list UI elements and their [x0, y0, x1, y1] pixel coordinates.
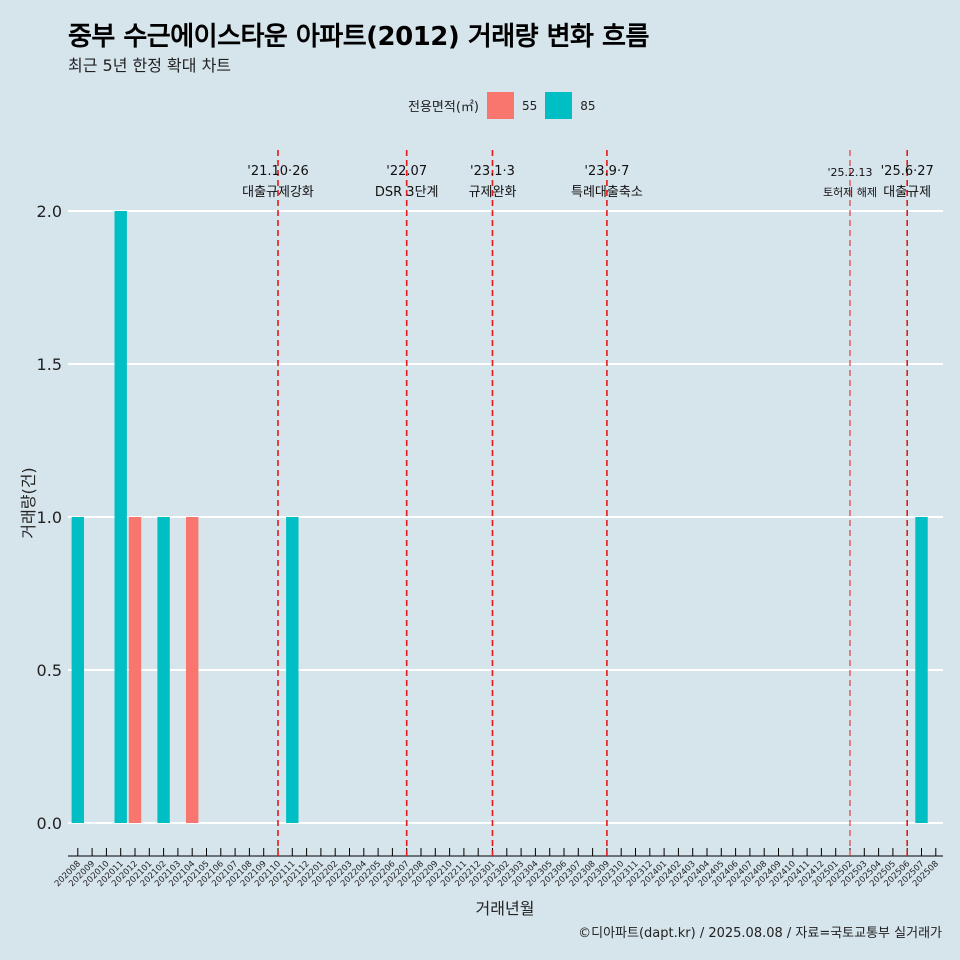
event-date-202207: '22.07 — [386, 164, 427, 179]
event-label-202207: DSR 3단계 — [375, 185, 439, 200]
bar-85-202102 — [157, 517, 170, 823]
event-label-202309: 특례대출축소 — [571, 185, 643, 200]
legend-item-55: 55 — [486, 92, 538, 119]
y-tick-label: 0.5 — [37, 661, 62, 680]
y-tick-label: 2.0 — [37, 202, 62, 221]
legend-swatch-85 — [545, 92, 573, 119]
y-tick-label: 1.5 — [37, 355, 62, 374]
legend-label-85: 85 — [580, 98, 596, 113]
event-label-202301: 규제완화 — [469, 185, 517, 200]
x-axis-title: 거래년월 — [476, 899, 535, 918]
event-date-202309: '23.9·7 — [584, 164, 629, 179]
legend-swatch-55 — [486, 92, 514, 119]
event-date-202502: '25.2.13 — [827, 166, 872, 179]
bar-85-202507 — [915, 517, 928, 823]
bar-55-202104 — [186, 517, 199, 823]
bar-85-202011 — [114, 211, 127, 823]
event-label-202502: 토허제 해제 — [823, 185, 877, 199]
chart-title: 중부 수근에이스타운 아파트(2012) 거래량 변화 흐름 — [68, 22, 649, 52]
y-tick-label: 0.0 — [37, 814, 62, 833]
chart-subtitle: 최근 5년 한정 확대 차트 — [68, 56, 232, 75]
caption: ©디아파트(dapt.kr) / 2025.08.08 / 자료=국토교통부 실… — [578, 926, 942, 941]
event-label-202110: 대출규제강화 — [242, 185, 314, 200]
legend-label-55: 55 — [521, 98, 538, 113]
bar-85-202008 — [71, 517, 84, 823]
event-label-202506: 대출규제 — [883, 185, 931, 200]
y-tick-label: 1.0 — [37, 508, 62, 527]
bar-55-202012 — [128, 517, 142, 823]
event-date-202110: '21.10·26 — [247, 164, 308, 179]
event-date-202301: '23.1·3 — [470, 164, 515, 179]
legend-item-85: 85 — [545, 92, 596, 119]
event-date-202506: '25.6·27 — [881, 164, 934, 179]
legend-title: 전용면적(㎡) — [408, 100, 479, 115]
bar-85-202111 — [286, 517, 299, 823]
legend: 전용면적(㎡) 55 85 — [408, 92, 604, 119]
y-axis-title: 거래량(건) — [19, 467, 38, 538]
